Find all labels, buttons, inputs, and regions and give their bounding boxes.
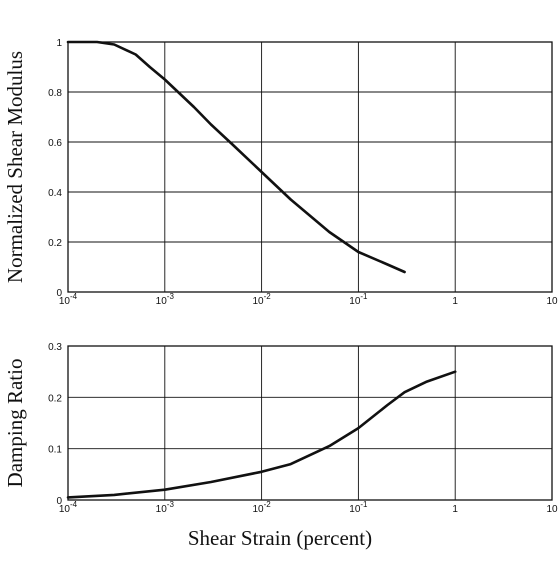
damping-ratio-y-axis-label: Damping Ratio [3, 359, 27, 488]
damping-ratio-x-tick-label: 10-3 [156, 500, 175, 515]
damping-ratio-plot-frame [67, 345, 553, 501]
damping-ratio-y-tick-label: 0.2 [48, 393, 62, 404]
damping-ratio-x-tick-label: 10-4 [59, 500, 78, 515]
shear-modulus-y-tick-label: 0.2 [48, 238, 62, 249]
damping-ratio-panel: 0 0.1 0.2 0.3 10-4 10-3 10-2 10-1 1 10 Damping Rat… [3, 342, 558, 550]
shear-modulus-y-tick-label: 0.4 [48, 188, 62, 199]
shear-modulus-y-axis-label: Normalized Shear Modulus [3, 51, 27, 283]
damping-ratio-x-tick-label: 1 [452, 504, 458, 515]
damping-ratio-y-tick-label: 0.1 [48, 445, 62, 456]
shear-modulus-x-tick-label: 1 [452, 296, 458, 307]
shear-modulus-y-tick-label: 1 [56, 38, 62, 49]
shear-modulus-panel: 0 0.2 0.4 0.6 0.8 1 10-4 10-3 10-2 10-1 1 10 Normali… [3, 38, 558, 307]
shear-modulus-x-tick-label: 10-1 [349, 292, 368, 307]
shear-modulus-x-tick-label: 10-3 [156, 292, 175, 307]
shear-modulus-y-tick-label: 0.8 [48, 88, 62, 99]
shear-modulus-plot-frame [67, 41, 553, 293]
damping-ratio-y-tick-label: 0.3 [48, 342, 62, 353]
damping-ratio-x-tick-label: 10-1 [349, 500, 368, 515]
damping-ratio-x-tick-label: 10 [546, 504, 558, 515]
shear-modulus-x-tick-label: 10-4 [59, 292, 78, 307]
shear-modulus-x-tick-label: 10 [546, 296, 558, 307]
damping-ratio-y-tick-label: 0 [56, 496, 62, 507]
shear-modulus-y-tick-label: 0.6 [48, 138, 62, 149]
damping-ratio-x-tick-label: 10-2 [252, 500, 271, 515]
shear-modulus-x-tick-label: 10-2 [252, 292, 271, 307]
shear-modulus-y-tick-label: 0 [56, 288, 62, 299]
damping-ratio-curve [66, 370, 457, 499]
shear-modulus-curve [66, 40, 406, 274]
damping-ratio-x-axis-label: Shear Strain (percent) [188, 526, 372, 550]
